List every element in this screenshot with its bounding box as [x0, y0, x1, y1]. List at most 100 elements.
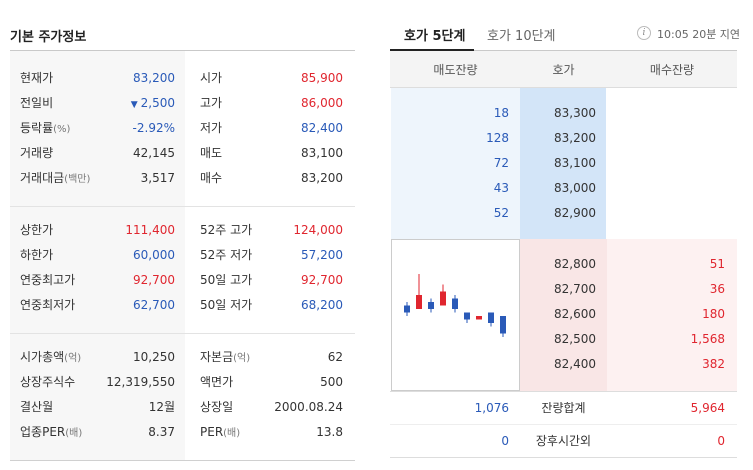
- info-value: 57,200: [301, 248, 343, 262]
- info-value: 8.37: [148, 425, 175, 439]
- header-bid-qty: 매수잔량: [649, 63, 695, 77]
- info-value: 92,700: [301, 273, 343, 287]
- candle-body: [440, 291, 446, 306]
- unit-label: (배): [65, 428, 83, 439]
- info-label: 등락률(%): [20, 121, 71, 135]
- section-divider: [10, 333, 355, 334]
- info-row: 거래대금(백만) 3,517 매수 83,200: [10, 168, 355, 188]
- after-hours-ask-qty: 0: [501, 434, 509, 448]
- after-hours-bid-qty: 0: [717, 434, 725, 448]
- info-value: 82,400: [301, 121, 343, 135]
- info-value: 12,319,550: [106, 375, 175, 389]
- info-row: 시가총액(억) 10,250 자본금(억) 62: [10, 347, 355, 367]
- info-label: 52주 저가: [200, 248, 253, 262]
- info-label: 상장주식수: [20, 375, 76, 389]
- bid-quantity: 382: [702, 357, 725, 371]
- info-value: 13.8: [316, 425, 343, 439]
- info-icon[interactable]: i: [637, 26, 651, 40]
- ask-quantity: 43: [493, 181, 509, 195]
- bid-qty-area: [607, 239, 737, 391]
- info-label: 상한가: [20, 223, 54, 237]
- info-label: 매도: [200, 146, 223, 160]
- info-label: 저가: [200, 121, 223, 135]
- info-value: 60,000: [133, 248, 175, 262]
- total-label: 잔량합계: [541, 401, 586, 415]
- info-value: 83,100: [301, 146, 343, 160]
- delay-notice: 10:05 20분 지연: [657, 28, 741, 41]
- info-row: 상한가 111,400 52주 고가 124,000: [10, 220, 355, 240]
- info-label: 하한가: [20, 248, 54, 262]
- info-label: 연중최고가: [20, 273, 76, 287]
- info-value: 500: [320, 375, 343, 389]
- info-value: 62,700: [133, 298, 175, 312]
- info-value: 124,000: [293, 223, 343, 237]
- label-column-shade: [10, 51, 185, 460]
- info-label: 시가: [200, 71, 223, 85]
- info-label: 시가총액(억): [20, 350, 82, 364]
- info-label: 연중최저가: [20, 298, 76, 312]
- info-value: ▼ 2,500: [130, 96, 175, 110]
- bid-price[interactable]: 82,600: [554, 307, 596, 321]
- unit-label: (%): [53, 124, 71, 135]
- info-row: 결산월 12월 상장일 2000.08.24: [10, 397, 355, 417]
- info-label: 자본금(억): [200, 350, 251, 364]
- info-label: 50일 저가: [200, 298, 253, 312]
- info-label: 액면가: [200, 375, 234, 389]
- active-tab-indicator: [390, 49, 474, 51]
- ask-quantity: 18: [493, 106, 509, 120]
- info-label: PER(배): [200, 425, 241, 439]
- candle-body: [452, 298, 458, 309]
- table-bottom-border: [10, 460, 355, 461]
- orderbook-bottom-border: [390, 457, 737, 458]
- ask-price[interactable]: 82,900: [554, 206, 596, 220]
- info-label: 매수: [200, 171, 223, 185]
- unit-label: (백만): [64, 174, 91, 185]
- info-label: 52주 고가: [200, 223, 253, 237]
- info-value: 83,200: [301, 171, 343, 185]
- bid-quantity: 180: [702, 307, 725, 321]
- info-label: 전일비: [20, 96, 54, 110]
- summary-divider: [390, 391, 737, 392]
- bid-quantity: 51: [709, 257, 725, 271]
- bid-price[interactable]: 82,500: [554, 332, 596, 346]
- candle-body: [416, 295, 422, 309]
- info-label: 상장일: [200, 400, 234, 414]
- info-label: 거래대금(백만): [20, 171, 91, 185]
- ask-price[interactable]: 83,300: [554, 106, 596, 120]
- section-divider: [10, 206, 355, 207]
- unit-label: (억): [233, 353, 251, 364]
- summary-divider: [390, 424, 737, 425]
- bid-price[interactable]: 82,400: [554, 357, 596, 371]
- header-ask-qty: 매도잔량: [433, 63, 478, 77]
- info-value: 111,400: [125, 223, 175, 237]
- info-row: 거래량 42,145 매도 83,100: [10, 143, 355, 163]
- tabs-divider: [390, 50, 737, 51]
- bid-price[interactable]: 82,800: [554, 257, 596, 271]
- ask-price-area: [520, 88, 606, 239]
- candle-body: [500, 316, 506, 334]
- info-value: 68,200: [301, 298, 343, 312]
- total-ask-qty: 1,076: [474, 401, 509, 415]
- info-value: 12월: [148, 400, 175, 414]
- info-value: 62: [327, 350, 343, 364]
- candlestick-svg: [404, 274, 506, 337]
- info-value: -2.92%: [132, 121, 175, 135]
- info-label: 고가: [200, 96, 223, 110]
- ask-quantity: 52: [493, 206, 509, 220]
- header-price: 호가: [552, 63, 575, 77]
- title-divider: [10, 50, 355, 51]
- bid-quantity: 36: [709, 282, 725, 296]
- bid-quantity: 1,568: [690, 332, 725, 346]
- info-label: 결산월: [20, 400, 54, 414]
- ask-price[interactable]: 83,200: [554, 131, 596, 145]
- basic-info-table: 현재가 83,200 시가 85,900 전일비 ▼ 2,500 고가 86,000 등락률(%)…: [10, 51, 355, 461]
- ask-price[interactable]: 83,100: [554, 156, 596, 170]
- info-row: 상장주식수 12,319,550 액면가 500: [10, 372, 355, 392]
- tab-5-level[interactable]: 호가 5단계: [404, 29, 466, 44]
- unit-label: (억): [64, 353, 82, 364]
- ask-price[interactable]: 83,000: [554, 181, 596, 195]
- info-value: 86,000: [301, 96, 343, 110]
- tab-10-level[interactable]: 호가 10단계: [487, 29, 556, 44]
- info-value: 10,250: [133, 350, 175, 364]
- bid-price[interactable]: 82,700: [554, 282, 596, 296]
